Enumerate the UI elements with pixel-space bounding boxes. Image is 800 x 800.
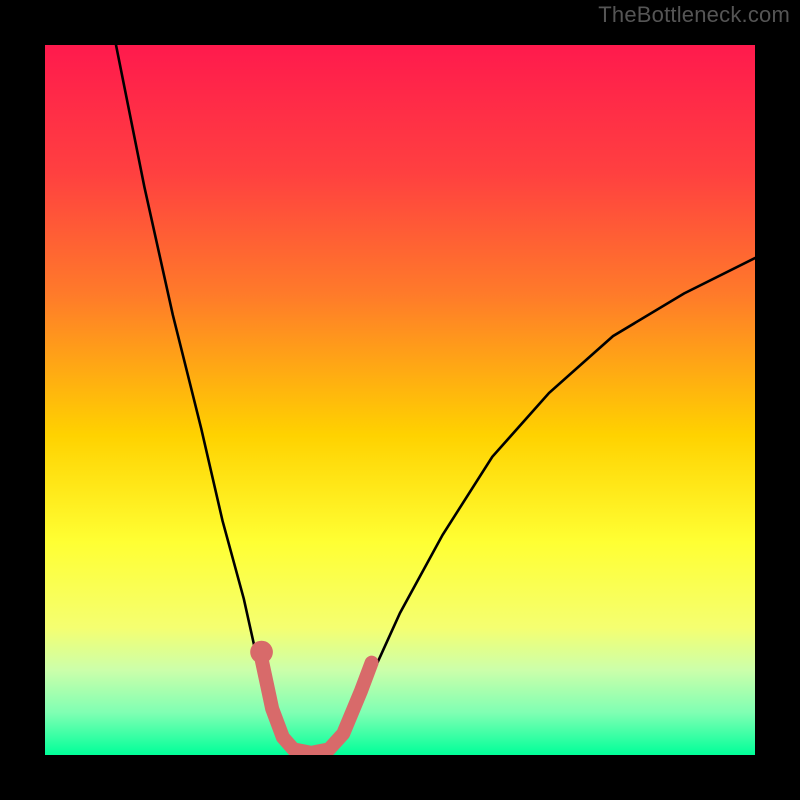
plot-gradient-background [45,45,755,755]
highlight-start-dot [250,641,273,664]
chart-container: TheBottleneck.com [0,0,800,800]
bottleneck-curve-chart [0,0,800,800]
